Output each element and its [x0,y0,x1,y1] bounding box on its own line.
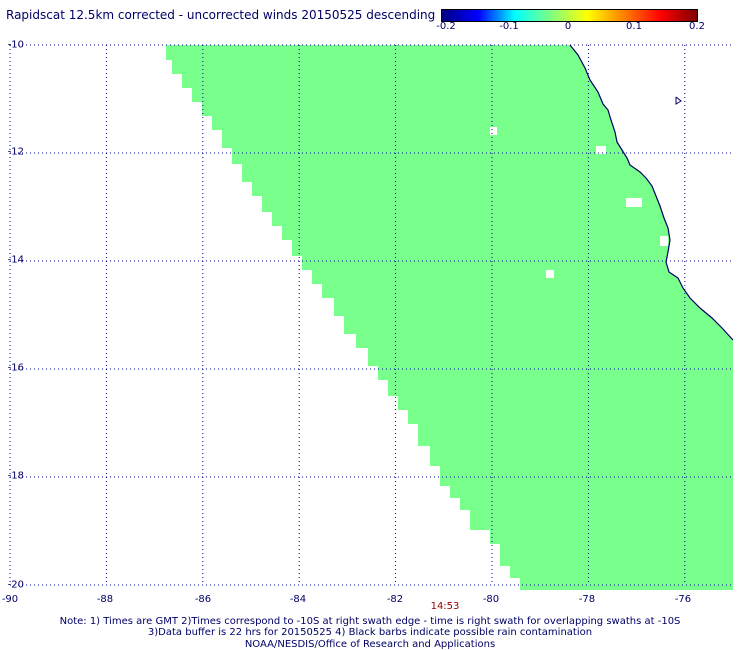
lon-label: -84 [289,594,307,605]
lat-label: -16 [7,362,24,374]
lon-label: -82 [386,594,404,605]
lon-label: -78 [578,594,596,605]
swath-area [166,45,733,590]
wind-difference-swath [166,45,733,590]
lon-label: -90 [1,594,19,605]
footnote-line-3: NOAA/NESDIS/Office of Research and Appli… [244,639,496,650]
coastline [569,44,734,341]
lon-label: -80 [482,594,500,605]
lon-label: -86 [194,594,212,605]
colorbar [441,9,698,22]
lat-label: -12 [7,146,24,158]
missing-data-cell [490,127,497,135]
footnote-line-2: 3)Data buffer is 22 hrs for 20150525 4) … [147,627,593,638]
lat-label: -20 [7,579,24,591]
missing-data-cell [546,270,554,278]
map-title: Rapidscat 12.5km corrected - uncorrected… [6,8,436,22]
missing-data-cell [660,236,668,246]
missing-data-cell [596,146,606,154]
lat-label: -10 [7,39,24,51]
colorbar-tick-label: 0 [564,21,572,32]
colorbar-tick-label: -0.2 [436,21,456,32]
colorbar-tick-label: 0.2 [689,21,705,32]
island-outline [675,96,682,105]
colorbar-tick-label: 0.1 [626,21,642,32]
lon-label: -88 [96,594,114,605]
colorbar-tick-label: -0.1 [499,21,519,32]
swath-time-label: 14:53 [430,601,460,612]
lat-label: -14 [7,254,24,266]
footnote-line-1: Note: 1) Times are GMT 2)Times correspon… [59,616,681,627]
lat-lon-grid [9,44,733,586]
missing-data-cell [626,198,642,207]
lon-label: -76 [674,594,692,605]
lat-label: -18 [7,470,24,482]
